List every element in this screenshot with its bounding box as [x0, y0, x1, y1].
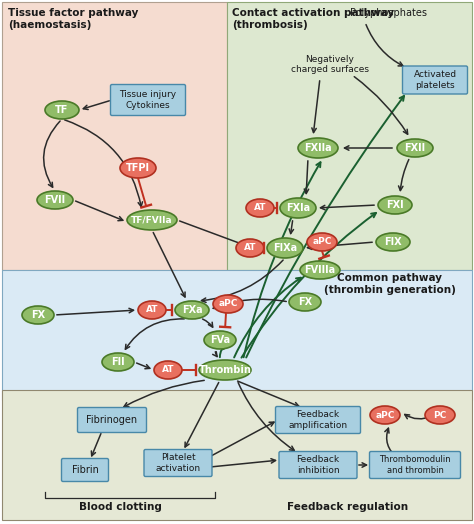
- Text: FX: FX: [31, 310, 45, 320]
- FancyBboxPatch shape: [275, 407, 361, 433]
- Text: Platelet
activation: Platelet activation: [155, 453, 201, 473]
- FancyBboxPatch shape: [370, 452, 461, 478]
- Text: Thrombin: Thrombin: [199, 365, 251, 375]
- Ellipse shape: [267, 238, 303, 258]
- Text: Negatively
charged surfaces: Negatively charged surfaces: [291, 55, 369, 74]
- FancyBboxPatch shape: [2, 390, 472, 520]
- Ellipse shape: [138, 301, 166, 319]
- Text: Tissue factor pathway
(haemostasis): Tissue factor pathway (haemostasis): [8, 8, 138, 30]
- FancyBboxPatch shape: [2, 2, 227, 270]
- Text: Fibrinogen: Fibrinogen: [86, 415, 137, 425]
- Ellipse shape: [175, 301, 209, 319]
- Text: AT: AT: [162, 366, 174, 375]
- Text: AT: AT: [254, 203, 266, 213]
- FancyBboxPatch shape: [279, 452, 357, 478]
- Ellipse shape: [22, 306, 54, 324]
- Text: FVII: FVII: [45, 195, 65, 205]
- Text: Feedback
amplification: Feedback amplification: [289, 410, 347, 430]
- Ellipse shape: [102, 353, 134, 371]
- Text: TF: TF: [55, 105, 69, 115]
- Text: Contact activation pathway
(thrombosis): Contact activation pathway (thrombosis): [232, 8, 394, 30]
- Text: TFPI: TFPI: [126, 163, 150, 173]
- Text: Blood clotting: Blood clotting: [79, 502, 162, 512]
- Text: aPC: aPC: [219, 300, 237, 309]
- Text: FXIa: FXIa: [286, 203, 310, 213]
- Ellipse shape: [246, 199, 274, 217]
- Ellipse shape: [376, 233, 410, 251]
- Text: FXII: FXII: [404, 143, 426, 153]
- Ellipse shape: [236, 239, 264, 257]
- Text: TF/FVIIa: TF/FVIIa: [131, 215, 173, 224]
- FancyBboxPatch shape: [62, 458, 109, 482]
- Text: Tissue injury
Cytokines: Tissue injury Cytokines: [119, 90, 176, 110]
- Text: FX: FX: [298, 297, 312, 307]
- Text: Polyphosphates: Polyphosphates: [350, 8, 427, 18]
- Text: Common pathway
(thrombin generation): Common pathway (thrombin generation): [324, 273, 456, 295]
- FancyBboxPatch shape: [2, 270, 472, 400]
- Text: Feedback regulation: Feedback regulation: [287, 502, 409, 512]
- Text: AT: AT: [146, 305, 158, 314]
- Text: Thrombomodulin
and thrombin: Thrombomodulin and thrombin: [379, 455, 451, 475]
- Ellipse shape: [45, 101, 79, 119]
- FancyBboxPatch shape: [144, 450, 212, 476]
- Text: FIX: FIX: [384, 237, 402, 247]
- Ellipse shape: [154, 361, 182, 379]
- FancyBboxPatch shape: [402, 66, 467, 94]
- Ellipse shape: [280, 198, 316, 218]
- Text: AT: AT: [244, 244, 256, 253]
- Ellipse shape: [300, 261, 340, 279]
- Ellipse shape: [213, 295, 243, 313]
- Text: FVIIIa: FVIIIa: [304, 265, 336, 275]
- Ellipse shape: [199, 360, 251, 380]
- Text: FXa: FXa: [182, 305, 202, 315]
- Text: FVa: FVa: [210, 335, 230, 345]
- Text: FIXa: FIXa: [273, 243, 297, 253]
- Ellipse shape: [37, 191, 73, 209]
- Text: FXIIa: FXIIa: [304, 143, 332, 153]
- Ellipse shape: [307, 233, 337, 251]
- FancyBboxPatch shape: [227, 2, 472, 270]
- Text: Feedback
inhibition: Feedback inhibition: [296, 455, 339, 475]
- Ellipse shape: [127, 210, 177, 230]
- Ellipse shape: [425, 406, 455, 424]
- Ellipse shape: [370, 406, 400, 424]
- Ellipse shape: [397, 139, 433, 157]
- FancyBboxPatch shape: [78, 408, 146, 432]
- Text: FXI: FXI: [386, 200, 404, 210]
- Text: Fibrin: Fibrin: [72, 465, 99, 475]
- Ellipse shape: [120, 158, 156, 178]
- FancyBboxPatch shape: [110, 84, 185, 115]
- Text: PC: PC: [433, 410, 447, 420]
- Ellipse shape: [298, 138, 338, 158]
- Text: aPC: aPC: [375, 410, 395, 420]
- Ellipse shape: [289, 293, 321, 311]
- Text: aPC: aPC: [312, 237, 332, 246]
- Ellipse shape: [378, 196, 412, 214]
- Ellipse shape: [204, 331, 236, 349]
- Text: Activated
platelets: Activated platelets: [413, 70, 456, 90]
- Text: FII: FII: [111, 357, 125, 367]
